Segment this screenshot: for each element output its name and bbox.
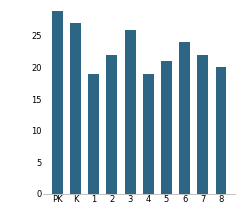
Bar bbox=[197, 55, 208, 194]
Bar bbox=[88, 74, 99, 194]
Bar bbox=[70, 23, 81, 194]
Bar bbox=[125, 30, 136, 194]
Bar bbox=[143, 74, 154, 194]
Bar bbox=[52, 11, 63, 194]
Bar bbox=[179, 42, 190, 194]
Bar bbox=[216, 68, 227, 194]
Bar bbox=[161, 61, 172, 194]
Bar bbox=[107, 55, 117, 194]
